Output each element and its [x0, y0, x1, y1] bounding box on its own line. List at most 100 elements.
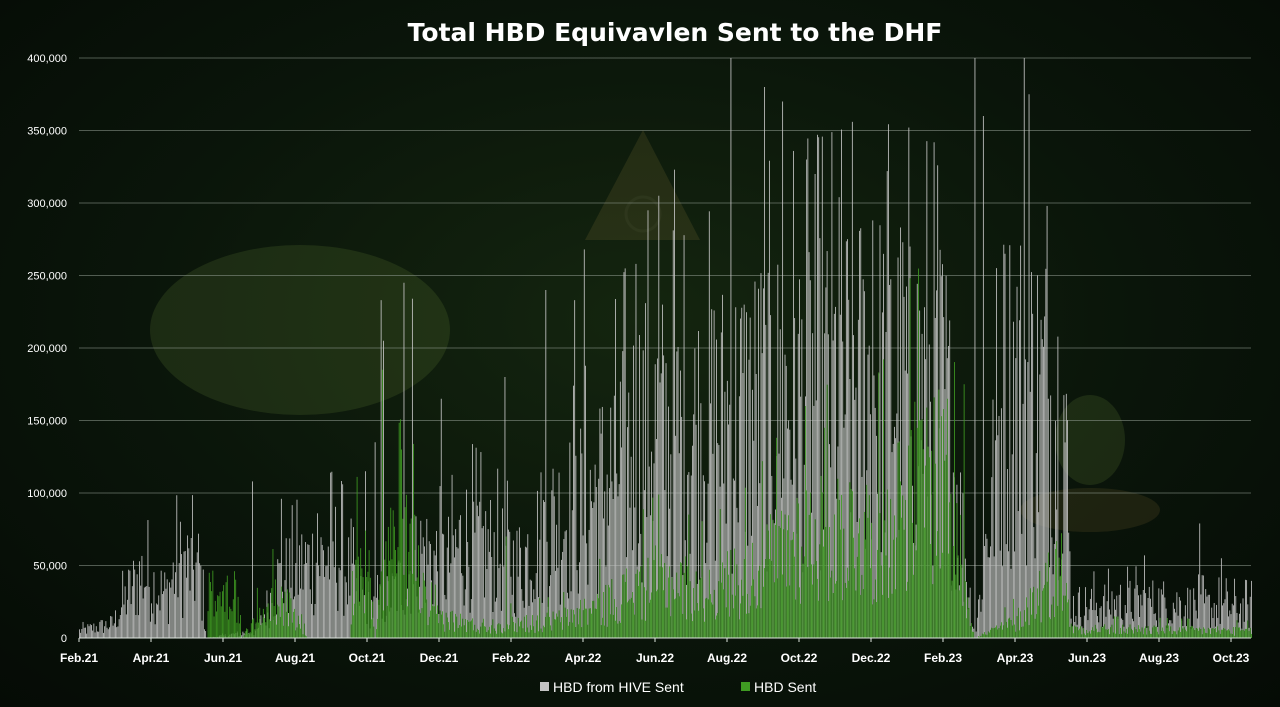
- bar: [1235, 596, 1237, 638]
- bar: [169, 582, 170, 638]
- bar: [1170, 626, 1172, 638]
- bar: [675, 435, 677, 638]
- bar: [1022, 626, 1024, 638]
- bar: [107, 629, 109, 638]
- bar: [890, 498, 892, 638]
- bar: [982, 634, 984, 638]
- bar: [1200, 594, 1202, 638]
- bar: [1219, 623, 1221, 638]
- bar: [726, 380, 728, 638]
- bar: [623, 574, 625, 638]
- bar: [103, 632, 104, 638]
- bar: [88, 626, 90, 638]
- bar: [436, 613, 437, 638]
- bar: [1127, 633, 1129, 638]
- bar: [1043, 588, 1044, 638]
- bar: [794, 556, 796, 638]
- bar: [580, 428, 582, 638]
- bar: [455, 529, 457, 638]
- bar: [1132, 630, 1133, 638]
- bar: [629, 507, 631, 638]
- bar: [204, 629, 205, 638]
- bar: [774, 524, 776, 638]
- y-tick-label: 250,000: [27, 271, 67, 283]
- bar: [900, 481, 901, 638]
- bar: [1206, 633, 1208, 638]
- bar: [583, 249, 585, 638]
- bar: [741, 579, 743, 638]
- bar: [1039, 570, 1041, 638]
- bar: [319, 576, 321, 638]
- y-tick-label: 150,000: [27, 416, 67, 428]
- bar: [241, 635, 243, 638]
- bar: [496, 597, 497, 638]
- bar: [1218, 577, 1220, 638]
- bar: [1171, 633, 1173, 638]
- bar: [843, 528, 845, 638]
- bar: [426, 518, 428, 638]
- bar: [518, 626, 520, 638]
- bar: [999, 625, 1001, 638]
- bar: [922, 449, 924, 638]
- bar: [571, 510, 573, 638]
- bar: [1057, 336, 1059, 638]
- bar: [587, 624, 589, 638]
- bar: [475, 631, 477, 638]
- x-tick-label: Jun.21: [204, 651, 242, 665]
- bar: [1111, 624, 1113, 638]
- bar: [676, 572, 678, 638]
- bar: [353, 615, 354, 638]
- bar: [897, 442, 899, 638]
- bar: [799, 587, 800, 638]
- bar: [115, 610, 116, 638]
- bar: [1032, 313, 1034, 638]
- bar: [321, 544, 323, 638]
- bar: [1049, 617, 1050, 638]
- bar: [446, 547, 448, 638]
- bar: [611, 579, 613, 638]
- bar: [859, 518, 860, 638]
- bar: [302, 589, 304, 638]
- bar: [561, 559, 562, 638]
- bar: [1189, 589, 1191, 638]
- bar: [535, 573, 537, 638]
- bar: [869, 568, 871, 638]
- bar: [1139, 617, 1141, 638]
- bar: [131, 586, 133, 638]
- bar: [722, 562, 723, 638]
- bar: [857, 533, 859, 638]
- bar: [1119, 584, 1121, 638]
- bar: [797, 503, 799, 638]
- bar: [680, 562, 681, 638]
- bar: [1213, 629, 1215, 638]
- bar: [1124, 605, 1126, 638]
- bar: [1107, 628, 1109, 638]
- bar: [646, 590, 648, 638]
- bar: [1231, 603, 1233, 638]
- bar: [386, 605, 388, 638]
- bar: [436, 530, 437, 638]
- bar: [737, 585, 739, 638]
- bar: [514, 613, 515, 638]
- bar: [643, 587, 645, 638]
- y-tick-label: 300,000: [27, 198, 67, 210]
- bar: [1224, 599, 1226, 638]
- bar: [748, 613, 750, 638]
- bar: [1062, 610, 1064, 638]
- bar: [454, 631, 455, 638]
- bar: [557, 567, 559, 638]
- bar: [478, 516, 479, 638]
- bar: [930, 401, 931, 638]
- bar: [359, 601, 360, 638]
- bar: [654, 364, 656, 638]
- bar: [978, 636, 979, 638]
- bar: [538, 597, 540, 638]
- bar: [850, 488, 852, 638]
- bar: [198, 533, 199, 638]
- bar: [678, 453, 680, 638]
- bar: [351, 570, 353, 638]
- bar: [997, 629, 999, 638]
- bar: [355, 559, 357, 638]
- bar: [408, 551, 410, 638]
- bar: [1002, 629, 1004, 638]
